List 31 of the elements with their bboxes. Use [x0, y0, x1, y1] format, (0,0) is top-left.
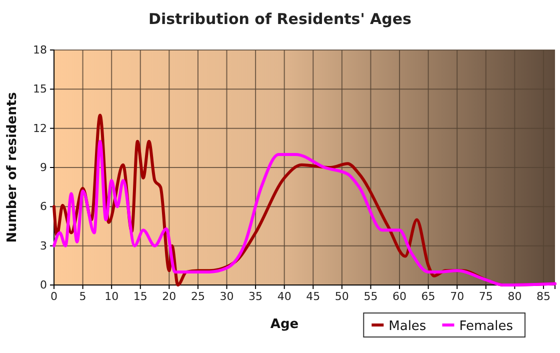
x-tick-label: 30	[220, 290, 234, 303]
x-tick-label: 75	[478, 290, 493, 303]
x-tick-label: 60	[392, 290, 407, 303]
y-tick-label: 6	[40, 200, 47, 214]
x-tick-label: 25	[190, 290, 205, 303]
x-tick-label: 55	[364, 290, 378, 303]
x-tick-label: 85	[536, 290, 550, 303]
legend-label: Females	[459, 319, 514, 334]
x-axis-title: Age	[270, 317, 299, 332]
x-tick-label: 50	[334, 290, 349, 303]
x-tick-label: 10	[104, 290, 119, 303]
x-tick-label: 65	[421, 290, 436, 303]
y-tick-label: 18	[33, 44, 47, 57]
y-axis-title: Number of residents	[5, 92, 20, 243]
legend-label: Males	[388, 319, 426, 334]
x-tick-label: 80	[508, 290, 522, 303]
x-tick-label: 40	[277, 290, 292, 303]
line-series	[52, 140, 556, 286]
x-tick-label: 35	[248, 290, 263, 303]
x-tick-label: 20	[162, 290, 176, 303]
chart-title: Distribution of Residents' Ages	[148, 10, 412, 28]
x-tick-label: 5	[79, 290, 86, 303]
x-tick-label: 45	[306, 290, 320, 303]
x-tick-label: 15	[133, 290, 148, 303]
y-tick-label: 15	[33, 82, 47, 96]
x-tick-label: 70	[450, 290, 464, 303]
y-tick-label: 3	[40, 239, 47, 252]
y-tick-label: 12	[33, 122, 47, 135]
x-tick-label: 0	[50, 290, 58, 303]
y-tick-label: 9	[40, 161, 47, 174]
y-tick-label: 0	[40, 278, 47, 292]
